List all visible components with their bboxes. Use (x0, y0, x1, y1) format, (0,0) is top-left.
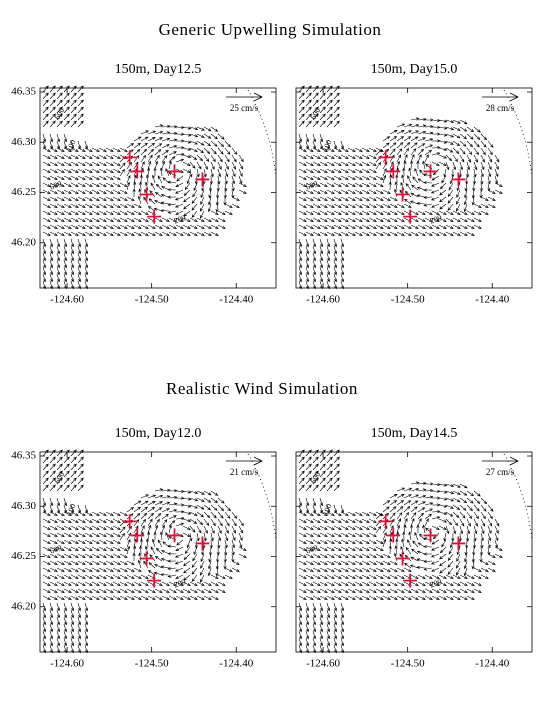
y-tick-label: 46.20 (11, 236, 36, 248)
station-marker (167, 164, 182, 179)
station-marker (122, 150, 137, 165)
y-tick-label: 46.30 (11, 500, 36, 512)
contour-label: 600 (305, 179, 319, 192)
station-marker (130, 528, 145, 543)
x-tick-label: -124.50 (391, 658, 425, 670)
contour-label: 100 (321, 503, 334, 517)
scale-label: 28 cm/s (486, 103, 515, 113)
panel-title: 150m, Day12.5 (115, 62, 202, 77)
vector-field (42, 449, 247, 654)
y-tick-label: 46.35 (11, 86, 36, 98)
station-marker (378, 150, 393, 165)
dotted-contour (247, 89, 277, 177)
station-marker (386, 528, 401, 543)
x-tick-label: -124.50 (135, 294, 169, 306)
panel: 150m, Day12.021 cm/s600100600200-124.60-… (11, 426, 277, 670)
x-tick-label: -124.50 (391, 294, 425, 306)
x-tick-label: -124.40 (475, 294, 509, 306)
dotted-contour (247, 453, 277, 541)
section-title: Generic Upwelling Simulation (159, 20, 382, 39)
station-marker (195, 172, 210, 187)
dotted-contour (503, 89, 533, 177)
contour-label: 200 (173, 213, 187, 226)
panel: 150m, Day14.527 cm/s600100600200-124.60-… (295, 426, 533, 670)
scale-label: 25 cm/s (230, 103, 259, 113)
x-tick-label: -124.60 (50, 294, 84, 306)
x-tick-label: -124.50 (135, 658, 169, 670)
plot-frame (295, 451, 533, 653)
contour-label: 600 (49, 543, 63, 556)
scale-arrow (226, 92, 263, 102)
panel: 150m, Day12.525 cm/s600100600200-124.60-… (11, 62, 277, 306)
y-tick-label: 46.30 (11, 136, 36, 148)
plot-frame (39, 451, 277, 653)
section-title: Realistic Wind Simulation (166, 379, 358, 398)
station-marker (147, 573, 162, 588)
station-marker (403, 573, 418, 588)
x-tick-label: -124.60 (306, 658, 340, 670)
panel-title: 150m, Day14.5 (371, 426, 458, 441)
station-marker (423, 164, 438, 179)
station-marker (395, 187, 410, 202)
x-tick-label: -124.40 (219, 294, 253, 306)
contour-label: 600 (49, 179, 63, 192)
plot-frame (39, 87, 277, 289)
scale-arrow (482, 92, 519, 102)
scale-label: 27 cm/s (486, 467, 515, 477)
station-marker (403, 209, 418, 224)
contour-label: 600 (305, 543, 319, 556)
y-tick-label: 46.35 (11, 450, 36, 462)
station-marker (167, 528, 182, 543)
station-marker (386, 164, 401, 179)
dotted-contour (503, 453, 533, 541)
contour-label: 100 (65, 139, 78, 153)
vector-field (298, 85, 503, 290)
station-marker (147, 209, 162, 224)
station-marker (423, 528, 438, 543)
y-tick-label: 46.25 (11, 186, 36, 198)
station-marker (139, 187, 154, 202)
station-marker (451, 172, 466, 187)
plot-frame (295, 87, 533, 289)
contour-label: 100 (321, 139, 334, 153)
station-marker (395, 551, 410, 566)
station-marker (122, 514, 137, 529)
x-tick-label: -124.60 (50, 658, 84, 670)
x-tick-label: -124.60 (306, 294, 340, 306)
x-tick-label: -124.40 (219, 658, 253, 670)
scale-arrow (226, 456, 263, 466)
vector-field (298, 449, 503, 654)
contour-label: 100 (65, 503, 78, 517)
station-marker (195, 536, 210, 551)
scale-label: 21 cm/s (230, 467, 259, 477)
panel-title: 150m, Day15.0 (371, 62, 458, 77)
station-marker (451, 536, 466, 551)
y-tick-label: 46.25 (11, 550, 36, 562)
scale-arrow (482, 456, 519, 466)
x-tick-label: -124.40 (475, 658, 509, 670)
contour-label: 200 (429, 213, 443, 226)
contour-label: 200 (429, 577, 443, 590)
panel-title: 150m, Day12.0 (115, 426, 202, 441)
station-marker (130, 164, 145, 179)
vector-field (42, 85, 247, 290)
station-marker (378, 514, 393, 529)
contour-label: 200 (173, 577, 187, 590)
y-tick-label: 46.20 (11, 600, 36, 612)
panel: 150m, Day15.028 cm/s600100600200-124.60-… (295, 62, 533, 306)
station-marker (139, 551, 154, 566)
